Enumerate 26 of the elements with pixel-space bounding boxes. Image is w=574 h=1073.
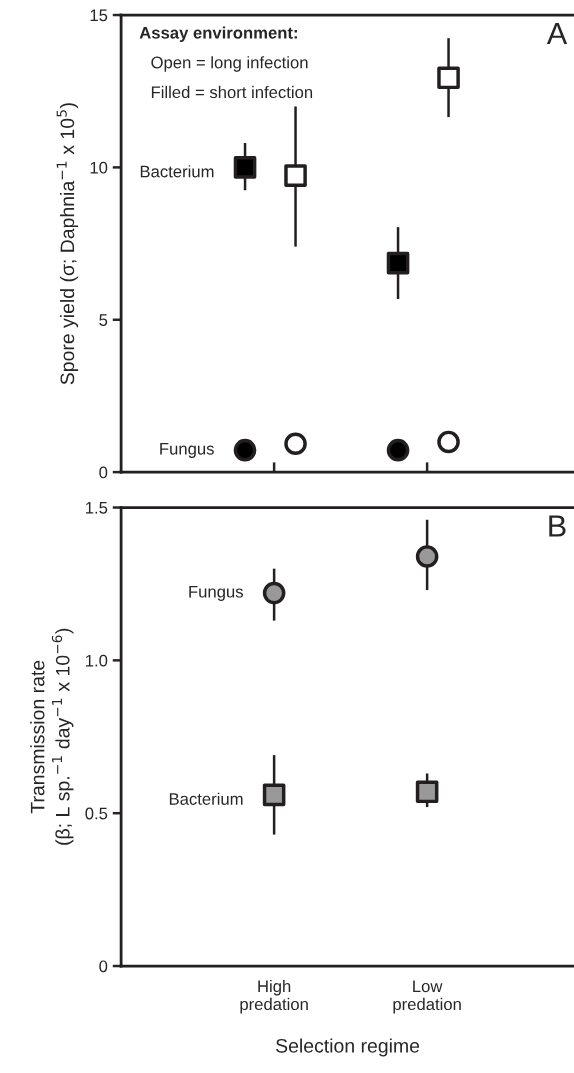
series-label: Fungus [189,585,243,601]
point [415,545,439,568]
annotation: Assay environment: [139,26,297,42]
y-tick-label: 0 [99,960,108,973]
series-label: Bacterium [169,792,243,805]
y-tick-label: 5 [99,314,108,326]
y-tick-label: 15 [90,9,108,22]
x-tick-label: High predation [240,979,308,1014]
y-tick-label: 0.5 [85,807,108,820]
point [262,783,286,807]
annotation: Open = long infection [151,56,308,72]
series-label: Bacterium [140,165,214,178]
series-label: Fungus [160,443,214,458]
y-tick-label: 1.5 [86,502,108,514]
y-tick-label: 1.0 [86,654,108,667]
point [415,780,439,804]
chart-title: A [546,23,568,45]
y-axis-title: Transmission rate (β; L sp.$^{−1}$ day$^{−1}$ x 10$^{−6}$) [30,628,74,845]
annotation: Filled = short infection [151,85,313,99]
x-tick-label: Low predation [393,980,461,1014]
x-axis-title: Selection regime [276,1038,420,1057]
y-tick-label: 0 [99,466,108,479]
y-tick-label: 10 [90,161,108,174]
point [262,581,286,605]
chart-title: B [549,515,566,537]
y-axis-title: Spore yield (σ; Daphnia$^{−1}$ x 10$^{5}$) [56,103,79,385]
